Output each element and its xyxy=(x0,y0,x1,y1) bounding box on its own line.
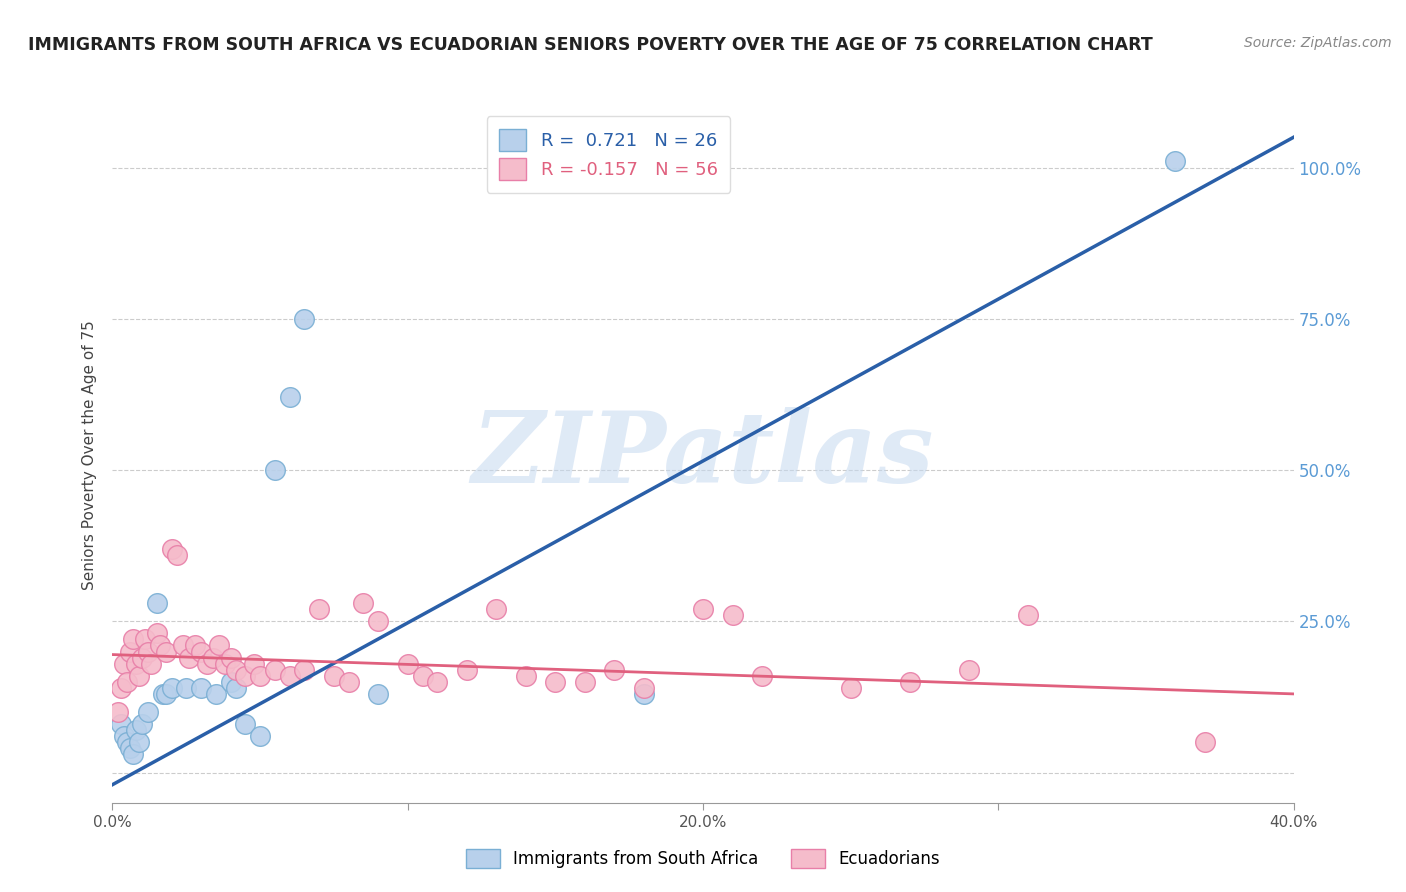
Point xyxy=(292,311,315,326)
Point xyxy=(110,681,132,695)
Point xyxy=(174,681,197,695)
Point xyxy=(367,615,389,629)
Point xyxy=(249,669,271,683)
Point xyxy=(225,681,247,695)
Point xyxy=(839,681,862,695)
Point xyxy=(131,717,153,731)
Point xyxy=(219,674,242,689)
Point xyxy=(308,602,330,616)
Point xyxy=(122,632,145,647)
Point xyxy=(264,663,287,677)
Point xyxy=(957,663,980,677)
Point xyxy=(323,669,346,683)
Point xyxy=(1194,735,1216,749)
Point xyxy=(125,657,148,671)
Point xyxy=(110,717,132,731)
Point xyxy=(278,391,301,405)
Point xyxy=(190,644,212,658)
Point xyxy=(292,663,315,677)
Point xyxy=(146,596,169,610)
Point xyxy=(112,657,135,671)
Point xyxy=(149,639,172,653)
Point xyxy=(278,669,301,683)
Point xyxy=(166,548,188,562)
Point xyxy=(117,735,138,749)
Point xyxy=(205,687,228,701)
Point xyxy=(219,650,242,665)
Point xyxy=(574,674,596,689)
Point xyxy=(456,663,478,677)
Point xyxy=(120,741,142,756)
Point xyxy=(898,674,921,689)
Point xyxy=(160,681,183,695)
Point xyxy=(515,669,537,683)
Point xyxy=(128,735,150,749)
Point xyxy=(179,650,201,665)
Point xyxy=(337,674,360,689)
Point xyxy=(195,657,218,671)
Point xyxy=(721,608,744,623)
Point xyxy=(146,626,169,640)
Legend: Immigrants from South Africa, Ecuadorians: Immigrants from South Africa, Ecuadorian… xyxy=(460,842,946,875)
Point xyxy=(544,674,567,689)
Point xyxy=(1164,154,1187,169)
Point xyxy=(225,663,247,677)
Point xyxy=(603,663,626,677)
Point xyxy=(134,632,156,647)
Text: Source: ZipAtlas.com: Source: ZipAtlas.com xyxy=(1244,36,1392,50)
Point xyxy=(352,596,374,610)
Point xyxy=(152,687,174,701)
Y-axis label: Seniors Poverty Over the Age of 75: Seniors Poverty Over the Age of 75 xyxy=(82,320,97,590)
Point xyxy=(633,687,655,701)
Point xyxy=(125,723,148,738)
Point xyxy=(396,657,419,671)
Text: ZIPatlas: ZIPatlas xyxy=(472,407,934,503)
Point xyxy=(160,541,183,556)
Point xyxy=(208,639,231,653)
Point xyxy=(485,602,508,616)
Point xyxy=(633,681,655,695)
Legend: R =  0.721   N = 26, R = -0.157   N = 56: R = 0.721 N = 26, R = -0.157 N = 56 xyxy=(486,116,731,193)
Point xyxy=(233,717,256,731)
Point xyxy=(184,639,207,653)
Point xyxy=(243,657,266,671)
Point xyxy=(112,729,135,743)
Point xyxy=(190,681,212,695)
Point xyxy=(367,687,389,701)
Point xyxy=(122,747,145,762)
Point xyxy=(264,463,287,477)
Point xyxy=(139,657,162,671)
Point xyxy=(136,644,159,658)
Point xyxy=(426,674,449,689)
Point xyxy=(751,669,773,683)
Point xyxy=(1017,608,1039,623)
Point xyxy=(201,650,224,665)
Point xyxy=(117,674,138,689)
Point xyxy=(172,639,194,653)
Point xyxy=(214,657,236,671)
Point xyxy=(233,669,256,683)
Text: IMMIGRANTS FROM SOUTH AFRICA VS ECUADORIAN SENIORS POVERTY OVER THE AGE OF 75 CO: IMMIGRANTS FROM SOUTH AFRICA VS ECUADORI… xyxy=(28,36,1153,54)
Point xyxy=(692,602,714,616)
Point xyxy=(155,687,177,701)
Point xyxy=(155,644,177,658)
Point xyxy=(131,650,153,665)
Point xyxy=(411,669,433,683)
Point xyxy=(107,705,129,719)
Point xyxy=(249,729,271,743)
Point xyxy=(120,644,142,658)
Point xyxy=(136,705,159,719)
Point xyxy=(128,669,150,683)
